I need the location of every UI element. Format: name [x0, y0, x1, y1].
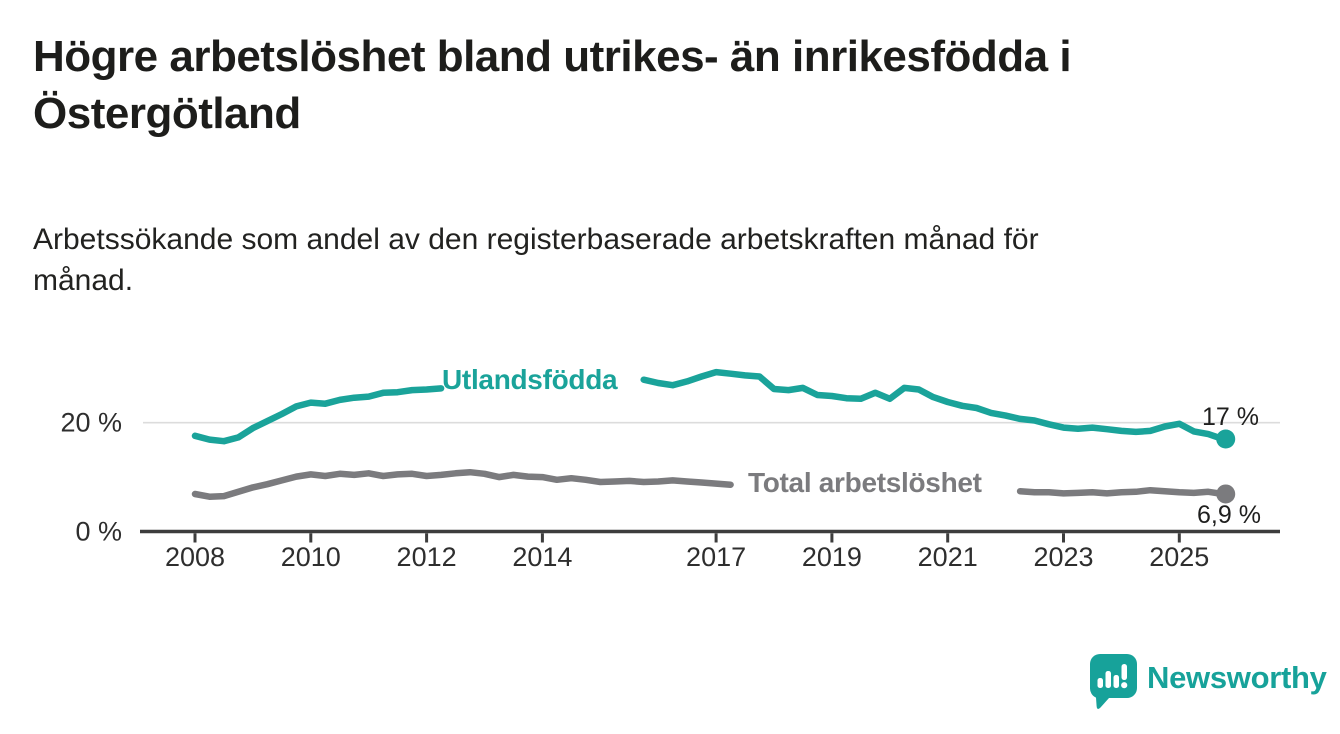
x-tick-label-2023: 2023 [1033, 542, 1093, 572]
brand-name: Newsworthy [1147, 660, 1327, 695]
series-line-utlandsfodda-0 [191, 385, 445, 445]
series-line-total-1 [1016, 486, 1226, 498]
end-dot-total [1216, 484, 1236, 504]
chart-subtitle: Arbetssökande som andel av den registerb… [33, 223, 1039, 297]
x-tick-label-2021: 2021 [918, 542, 978, 572]
x-tick-label-2025: 2025 [1149, 542, 1209, 572]
newsworthy-speech-bubble-bar-chart-icon [1089, 654, 1137, 709]
x-tick-label-2019: 2019 [802, 542, 862, 572]
end-value-label-utlandsfodda: 17 % [1202, 403, 1259, 431]
y-tick-label-20: 20 % [60, 408, 122, 438]
series-label-utlandsfodda: Utlandsfödda [442, 364, 618, 395]
x-tick-label-2012: 2012 [397, 542, 457, 572]
end-dot-utlandsfodda [1216, 429, 1236, 449]
newsworthy-logo: Newsworthy [1088, 653, 1333, 709]
x-tick-label-2008: 2008 [165, 542, 225, 572]
x-tick-label-2017: 2017 [686, 542, 746, 572]
series-line-utlandsfodda-1 [640, 368, 1226, 443]
series-line-total-0 [191, 468, 734, 500]
end-value-label-total: 6,9 % [1197, 501, 1261, 529]
x-tick-label-2014: 2014 [512, 542, 572, 572]
y-tick-label-0: 0 % [75, 517, 122, 547]
chart-title: Högre arbetslöshet bland utrikes- än inr… [33, 32, 1072, 138]
x-tick-label-2010: 2010 [281, 542, 341, 572]
series-label-total-arbetsloshet: Total arbetslöshet [748, 467, 982, 498]
